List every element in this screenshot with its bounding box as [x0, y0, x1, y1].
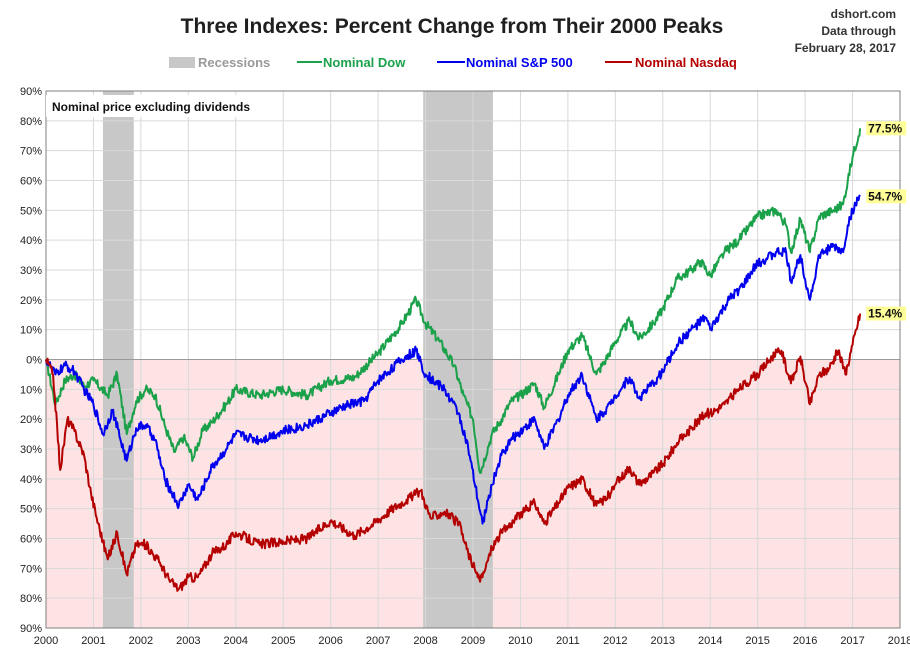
x-tick-label: 2014 [698, 635, 722, 647]
x-tick-label: 2002 [129, 635, 153, 647]
y-tick-label: 90% [20, 86, 42, 98]
legend-label-sp500: Nominal S&P 500 [466, 55, 573, 70]
y-tick-label: 40% [20, 235, 42, 247]
y-tick-label: 90% [20, 623, 42, 635]
end-label-bg [866, 306, 907, 321]
x-tick-label: 2017 [840, 635, 864, 647]
y-tick-label: 30% [20, 265, 42, 277]
end-label-nominal-nasdaq: 15.4% [868, 307, 902, 321]
x-tick-label: 2016 [793, 635, 817, 647]
legend: Recessions Nominal Dow Nominal S&P 500 N… [169, 55, 737, 70]
y-tick-label: 30% [20, 444, 42, 456]
x-tick-label: 2011 [556, 635, 580, 647]
x-tick-label: 2006 [318, 635, 342, 647]
x-tick-label: 2008 [413, 635, 437, 647]
y-tick-label: 10% [20, 384, 42, 396]
y-tick-label: 80% [20, 593, 42, 605]
chart-title: Three Indexes: Percent Change from Their… [181, 15, 724, 38]
x-tick-label: 2009 [461, 635, 485, 647]
y-tick-label: 80% [20, 116, 42, 128]
y-tick-label: 0% [26, 355, 42, 367]
x-tick-label: 2004 [224, 635, 248, 647]
end-label-nominal-s-p-500: 54.7% [868, 189, 902, 203]
source-label: dshort.com [831, 7, 896, 21]
x-tick-label: 2007 [366, 635, 390, 647]
y-tick-label: 10% [20, 325, 42, 337]
x-tick-label: 2005 [271, 635, 295, 647]
y-tick-label: 70% [20, 146, 42, 158]
note-box [46, 95, 270, 117]
x-tick-label: 2015 [745, 635, 769, 647]
y-tick-label: 50% [20, 504, 42, 516]
x-tick-label: 2012 [603, 635, 627, 647]
series-line-nominal-s-p-500 [45, 194, 861, 525]
x-tick-label: 2003 [176, 635, 200, 647]
legend-swatch-recessions [169, 57, 195, 68]
y-tick-label: 60% [20, 534, 42, 546]
source-line-2: Data through [821, 24, 896, 38]
x-tick-label: 2010 [508, 635, 532, 647]
y-tick-label: 20% [20, 414, 42, 426]
y-tick-label: 20% [20, 295, 42, 307]
note-text: Nominal price excluding dividends [52, 100, 250, 114]
y-tick-label: 70% [20, 563, 42, 575]
legend-label-nasdaq: Nominal Nasdaq [635, 55, 737, 70]
source-date: February 28, 2017 [795, 41, 897, 55]
x-tick-label: 2000 [34, 635, 58, 647]
legend-label-recessions: Recessions [198, 55, 270, 70]
end-label-bg [866, 121, 907, 136]
x-tick-label: 2018 [888, 635, 910, 647]
y-tick-label: 40% [20, 474, 42, 486]
y-tick-label: 50% [20, 205, 42, 217]
end-label-nominal-dow: 77.5% [868, 121, 902, 135]
legend-label-dow: Nominal Dow [323, 55, 406, 70]
plot-area: 90% 80% 70% 60% 50% 40% 30% 20% 10% 0% 10% 20% 30% 40… [20, 86, 910, 647]
series-line-nominal-nasdaq [45, 313, 862, 592]
series-line-nominal-dow [45, 128, 862, 474]
y-tick-label: 60% [20, 176, 42, 188]
x-tick-label: 2001 [81, 635, 105, 647]
x-tick-label: 2013 [651, 635, 675, 647]
end-label-bg [866, 189, 907, 204]
